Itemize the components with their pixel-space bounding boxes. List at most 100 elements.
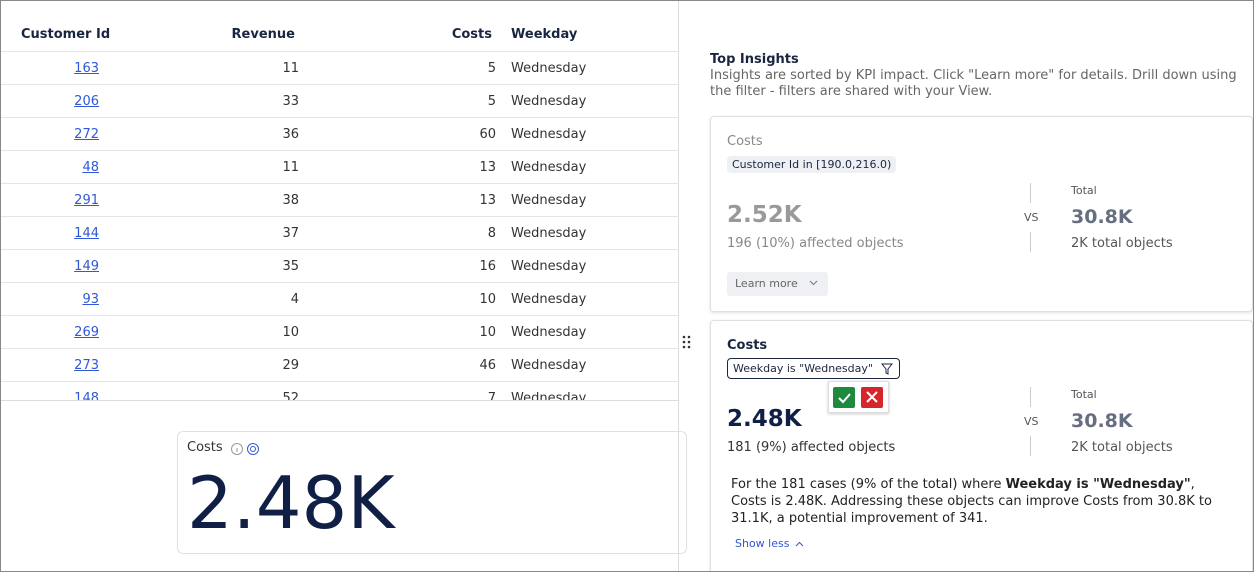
- table-cell: 10: [479, 325, 496, 340]
- insight-text: For the 181 cases (9% of the total) wher…: [731, 476, 1231, 527]
- affected: 181 (9%) affected objects: [727, 440, 896, 455]
- kpi-card: Costs 2.48K: [177, 431, 687, 554]
- learn-more-button[interactable]: Learn more: [727, 272, 828, 296]
- table-cell: 5: [487, 94, 496, 109]
- insights-description: Insights are sorted by KPI impact. Click…: [710, 68, 1237, 99]
- table-cell: 52: [282, 391, 299, 401]
- text-bold: Weekday is "Wednesday": [1005, 477, 1191, 492]
- id-link[interactable]: 93: [82, 292, 99, 307]
- table-cell: Wednesday: [511, 259, 587, 274]
- link-label: Show less: [735, 537, 790, 550]
- total-value: 30.8K: [1071, 206, 1133, 228]
- insights-title: Top Insights: [710, 52, 799, 67]
- divider: [678, 1, 679, 571]
- id-link[interactable]: 148: [74, 391, 99, 401]
- table-cell: 4: [290, 292, 299, 307]
- separator: [1030, 232, 1031, 252]
- insight-card: Costs Weekday is "Wednesday" 2.48K 181 (…: [710, 320, 1253, 571]
- filter-actions: [828, 381, 889, 413]
- table-row: 206 33 5 Wednesday: [1, 84, 679, 117]
- total-label: Total: [1071, 388, 1097, 401]
- table-cell: 8: [487, 226, 496, 241]
- id-link[interactable]: 291: [74, 193, 99, 208]
- id-link[interactable]: 273: [74, 358, 99, 373]
- vs: VS: [1024, 415, 1039, 428]
- affected: 196 (10%) affected objects: [727, 236, 904, 251]
- table-cell: 29: [282, 358, 299, 373]
- table-row: 269 10 10 Wednesday: [1, 315, 679, 348]
- vs: VS: [1024, 211, 1039, 224]
- total-objects: 2K total objects: [1071, 440, 1173, 455]
- table-cell: Wednesday: [511, 61, 587, 76]
- table-cell: Wednesday: [511, 358, 587, 373]
- table-cell: 37: [282, 226, 299, 241]
- table-cell: 13: [479, 160, 496, 175]
- table-cell: 10: [282, 325, 299, 340]
- table-row: 273 29 46 Wednesday: [1, 348, 679, 381]
- kpi-title: Costs: [187, 440, 223, 455]
- drag-handle[interactable]: [682, 335, 692, 349]
- table-row: 272 36 60 Wednesday: [1, 117, 679, 150]
- table-row: 291 38 13 Wednesday: [1, 183, 679, 216]
- table-cell: 46: [479, 358, 496, 373]
- table-row: 144 37 8 Wednesday: [1, 216, 679, 249]
- table-row: 149 35 16 Wednesday: [1, 249, 679, 282]
- table-cell: Wednesday: [511, 94, 587, 109]
- total-objects: 2K total objects: [1071, 236, 1173, 251]
- table-cell: 60: [479, 127, 496, 142]
- column-header[interactable]: Revenue: [231, 27, 295, 42]
- text: , Costs is 2.48K. Addressing these objec…: [731, 477, 1212, 526]
- table-cell: 13: [479, 193, 496, 208]
- id-link[interactable]: 272: [74, 127, 99, 142]
- card-value: 2.52K: [727, 202, 802, 228]
- card-value: 2.48K: [727, 406, 802, 432]
- table-row: 163 11 5 Wednesday: [1, 51, 679, 84]
- table-cell: Wednesday: [511, 325, 587, 340]
- card-title: Costs: [727, 134, 763, 149]
- table-cell: Wednesday: [511, 127, 587, 142]
- table-cell: Wednesday: [511, 292, 587, 307]
- id-link[interactable]: 269: [74, 325, 99, 340]
- table-cell: Wednesday: [511, 193, 587, 208]
- table-cell: 36: [282, 127, 299, 142]
- separator: [1030, 436, 1031, 456]
- confirm-button[interactable]: [833, 387, 855, 408]
- show-less-link[interactable]: Show less: [735, 537, 804, 550]
- table-cell: 33: [282, 94, 299, 109]
- column-header[interactable]: Customer Id: [21, 27, 111, 42]
- table-cell: Wednesday: [511, 160, 587, 175]
- table-cell: Wednesday: [511, 226, 587, 241]
- id-link[interactable]: 163: [74, 61, 99, 76]
- total-value: 30.8K: [1071, 410, 1133, 432]
- id-link[interactable]: 144: [74, 226, 99, 241]
- column-header[interactable]: Weekday: [511, 27, 578, 42]
- total-label: Total: [1071, 184, 1097, 197]
- table-cell: 11: [282, 61, 299, 76]
- button-label: Learn more: [735, 277, 798, 290]
- kpi-icons[interactable]: [230, 442, 262, 456]
- table-cell: 16: [479, 259, 496, 274]
- table-cell: 11: [282, 160, 299, 175]
- table-cell: 38: [282, 193, 299, 208]
- table-cell: 7: [487, 391, 496, 401]
- id-link[interactable]: 149: [74, 259, 99, 274]
- filter-chip[interactable]: Customer Id in [190.0,216.0): [727, 156, 897, 173]
- filter-text: Weekday is "Wednesday": [733, 362, 873, 375]
- column-header[interactable]: Costs: [451, 27, 492, 42]
- table-cell: Wednesday: [511, 391, 587, 401]
- table-cell: 5: [487, 61, 496, 76]
- text: For the 181 cases (9% of the total) wher…: [731, 477, 1006, 492]
- filter-chip[interactable]: Weekday is "Wednesday": [727, 358, 900, 379]
- card-title: Costs: [727, 338, 768, 353]
- separator: [1030, 183, 1031, 203]
- id-link[interactable]: 206: [74, 94, 99, 109]
- id-link[interactable]: 48: [82, 160, 99, 175]
- separator: [1030, 387, 1031, 407]
- table-row: 148 52 7 Wednesday: [1, 381, 679, 401]
- kpi-value: 2.48K: [187, 461, 395, 545]
- table-row: 48 11 13 Wednesday: [1, 150, 679, 183]
- insight-card: Costs Customer Id in [190.0,216.0) 2.52K…: [710, 116, 1253, 312]
- table-row: 93 4 10 Wednesday: [1, 282, 679, 315]
- table-cell: 35: [282, 259, 299, 274]
- table-cell: 10: [479, 292, 496, 307]
